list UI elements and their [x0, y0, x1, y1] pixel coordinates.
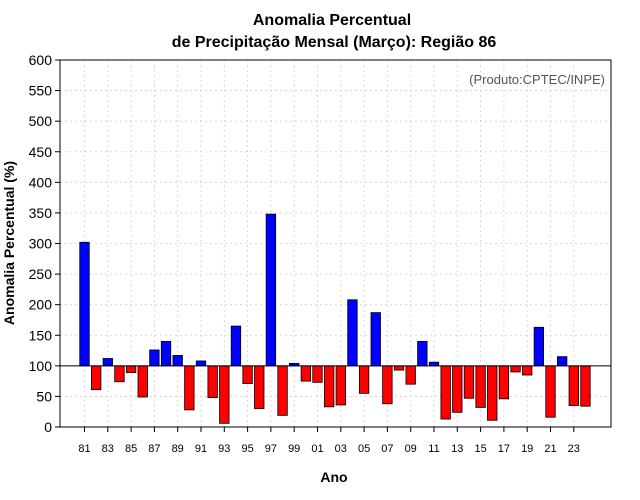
credit-text: (Produto:CPTEC/INPE)	[469, 72, 605, 87]
bar-2013	[452, 365, 463, 413]
y-axis: 0 50 100 150 200 250 300 350 400 450 500 550 600	[29, 52, 60, 435]
x-tick-label: 09	[405, 443, 417, 455]
x-tick-label: 97	[265, 443, 277, 455]
y-tick-label: 350	[29, 205, 53, 221]
y-tick-label: 50	[36, 388, 52, 404]
x-tick-label: 21	[544, 443, 556, 455]
bar-1984	[114, 365, 125, 383]
y-tick-label: 100	[29, 358, 53, 374]
x-tick-label: 85	[125, 443, 137, 455]
x-tick-label: 81	[78, 443, 90, 455]
bar-2000	[300, 365, 312, 382]
x-axis-label: Ano	[320, 469, 347, 485]
y-tick-label: 0	[44, 419, 52, 435]
y-tick-label: 250	[29, 266, 53, 282]
bar-2010	[417, 340, 428, 367]
x-tick-label: 93	[218, 443, 230, 455]
bar-2019	[522, 365, 533, 376]
bar-2006	[370, 312, 381, 367]
bar-2002	[323, 365, 335, 408]
x-tick-label: 83	[102, 443, 114, 455]
x-tick-label: 99	[288, 443, 300, 455]
bar-1996	[254, 365, 265, 410]
bar-2001	[312, 365, 323, 383]
bar-1986	[137, 365, 148, 398]
y-tick-label: 300	[29, 236, 53, 252]
bar-2011	[428, 361, 440, 367]
bar-1989	[172, 355, 183, 367]
x-axis: 81 83 85 87 89 91 93 95 97 99 01 03 05 07 09 11 13 15 17 19…	[78, 427, 580, 455]
x-tick-label: 13	[451, 443, 463, 455]
bar-1987	[149, 349, 160, 367]
bar-1983	[102, 358, 113, 367]
y-tick-label: 550	[29, 83, 53, 99]
bar-1994	[230, 325, 242, 367]
bar-2024	[580, 365, 591, 407]
bar-1998	[277, 365, 288, 416]
x-tick-label: 11	[428, 443, 439, 455]
bar-1997	[265, 213, 277, 367]
y-tick-label: 600	[29, 52, 53, 68]
bar-2003	[335, 365, 346, 406]
bar-2012	[440, 365, 451, 420]
bar-2018	[510, 365, 521, 373]
bar-2016	[487, 365, 498, 421]
y-tick-label: 400	[29, 174, 53, 190]
x-tick-label: 07	[381, 443, 393, 455]
bar-1992	[207, 365, 218, 399]
x-tick-label: 01	[311, 443, 323, 455]
x-tick-label: 95	[241, 443, 253, 455]
x-tick-label: 17	[498, 443, 510, 455]
x-tick-label: 15	[474, 443, 486, 455]
bar-2007	[382, 365, 393, 405]
bars	[79, 213, 591, 424]
x-tick-label: 19	[521, 443, 533, 455]
bar-1985	[125, 365, 137, 373]
x-tick-label: 91	[195, 443, 207, 455]
bar-2021	[545, 365, 556, 418]
bar-1988	[160, 340, 172, 367]
y-tick-label: 150	[29, 327, 53, 343]
x-tick-label: 87	[148, 443, 160, 455]
bar-2017	[498, 365, 510, 400]
x-tick-label: 03	[335, 443, 347, 455]
bar-1981	[79, 241, 90, 367]
bar-2022	[557, 356, 568, 367]
x-tick-label: 23	[568, 443, 580, 455]
bar-2004	[347, 299, 358, 367]
bar-2015	[475, 365, 486, 408]
x-tick-label: 89	[172, 443, 184, 455]
bar-1995	[242, 365, 253, 384]
y-tick-label: 450	[29, 144, 53, 160]
bar-2023	[568, 365, 579, 406]
bar-2005	[358, 365, 370, 394]
chart-title-line2: de Precipitação Mensal (Março): Região 8…	[172, 34, 497, 51]
y-tick-label: 200	[29, 297, 53, 313]
bar-1990	[184, 365, 195, 411]
bar-1982	[91, 365, 102, 391]
bar-2014	[463, 365, 475, 399]
x-tick-label: 05	[358, 443, 370, 455]
y-tick-label: 500	[29, 113, 53, 129]
bar-2008	[393, 365, 405, 371]
bar-1993	[219, 365, 230, 424]
bar-1991	[195, 360, 207, 367]
chart-title-line1: Anomalia Percentual	[253, 12, 411, 29]
y-axis-label: Anomalia Percentual (%)	[1, 161, 17, 325]
bar-2020	[533, 326, 544, 367]
bar-2009	[405, 365, 416, 385]
